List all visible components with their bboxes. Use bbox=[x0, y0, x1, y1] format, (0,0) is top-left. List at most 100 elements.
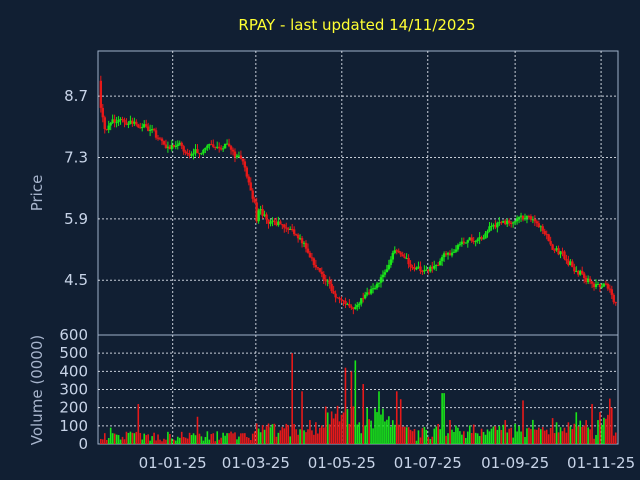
volume-bar bbox=[514, 423, 516, 444]
volume-bar bbox=[113, 433, 116, 444]
candle-body bbox=[436, 265, 440, 267]
candle-body bbox=[292, 229, 296, 235]
volume-bar bbox=[415, 440, 418, 444]
volume-bar bbox=[534, 429, 536, 444]
volume-bar bbox=[242, 433, 244, 444]
candle-body bbox=[109, 122, 112, 126]
candle-body bbox=[346, 303, 349, 305]
volume-bar bbox=[539, 429, 542, 444]
volume-bar bbox=[202, 440, 205, 444]
candle-body bbox=[184, 151, 187, 154]
price-tick-label: 4.5 bbox=[64, 271, 88, 289]
volume-bar bbox=[283, 428, 286, 444]
candle-body bbox=[150, 129, 154, 131]
volume-bar bbox=[399, 399, 402, 444]
candle-body bbox=[466, 240, 469, 243]
candle-body bbox=[387, 264, 391, 270]
volume-bar bbox=[330, 411, 333, 444]
volume-bar bbox=[226, 433, 228, 444]
volume-bar bbox=[218, 439, 220, 444]
volume-bar bbox=[425, 429, 428, 444]
candle-body bbox=[314, 265, 318, 268]
volume-bar bbox=[559, 427, 562, 444]
candle-body bbox=[229, 146, 233, 150]
candle-body bbox=[328, 280, 331, 285]
candle-body bbox=[579, 270, 582, 275]
candle-body bbox=[504, 220, 507, 225]
candle-body bbox=[156, 137, 160, 139]
candle-body bbox=[326, 280, 329, 282]
volume-bar bbox=[196, 416, 199, 444]
candle-body bbox=[543, 230, 546, 235]
volume-bar bbox=[192, 433, 195, 444]
volume-bar bbox=[210, 434, 213, 444]
candle-body bbox=[584, 277, 588, 283]
volume-bar bbox=[307, 429, 309, 444]
volume-bar bbox=[265, 425, 268, 444]
volume-bar bbox=[498, 425, 501, 444]
candle-body bbox=[273, 220, 276, 223]
volume-bar bbox=[567, 422, 570, 444]
volume-bar bbox=[603, 417, 605, 444]
candle-body bbox=[533, 219, 537, 222]
volume-bar bbox=[159, 439, 161, 444]
volume-bar bbox=[541, 427, 544, 444]
volume-bar bbox=[105, 439, 108, 444]
candle-body bbox=[581, 270, 584, 274]
candle-body bbox=[196, 149, 199, 154]
candle-body bbox=[377, 282, 381, 284]
candle-body bbox=[352, 307, 355, 310]
candle-body bbox=[460, 241, 464, 245]
volume-bar bbox=[397, 424, 400, 444]
candle-body bbox=[472, 241, 475, 243]
candle-body bbox=[227, 143, 231, 147]
volume-bar bbox=[297, 434, 299, 444]
volume-bar bbox=[530, 429, 532, 444]
volume-bar bbox=[605, 418, 607, 444]
volume-bar bbox=[147, 434, 149, 444]
volume-bar bbox=[561, 431, 564, 444]
volume-bar bbox=[401, 426, 404, 444]
volume-bar bbox=[350, 371, 353, 444]
volume-bars-series bbox=[100, 353, 617, 444]
candle-body bbox=[101, 107, 104, 118]
candle-body bbox=[360, 298, 363, 304]
volume-bar bbox=[157, 434, 159, 444]
candle-body bbox=[99, 80, 103, 108]
volume-bar bbox=[549, 427, 552, 444]
candle-body bbox=[464, 242, 468, 244]
candle-body bbox=[275, 222, 278, 226]
candle-body bbox=[294, 234, 298, 236]
volume-bar bbox=[317, 433, 319, 444]
volume-bar bbox=[478, 436, 481, 444]
volume-bar bbox=[135, 431, 138, 444]
volume-bar bbox=[524, 436, 526, 444]
volume-bar bbox=[538, 427, 540, 444]
candle-body bbox=[403, 256, 406, 259]
volume-bar bbox=[149, 440, 151, 444]
candle-body bbox=[290, 229, 294, 231]
volume-bar bbox=[208, 439, 211, 444]
volume-bar bbox=[334, 413, 337, 444]
candle-body bbox=[318, 268, 322, 272]
candle-body bbox=[450, 252, 454, 256]
volume-bar bbox=[445, 435, 447, 444]
candle-body bbox=[606, 284, 610, 289]
volume-tick-label: 100 bbox=[59, 417, 88, 435]
candle-body bbox=[446, 252, 450, 255]
volume-bar bbox=[246, 437, 248, 444]
volume-bar bbox=[405, 427, 408, 444]
candle-body bbox=[267, 219, 270, 224]
candle-body bbox=[129, 120, 132, 124]
candle-body bbox=[389, 259, 393, 265]
candle-body bbox=[468, 237, 471, 241]
candle-body bbox=[523, 218, 527, 220]
volume-bar bbox=[287, 425, 290, 444]
volume-bar bbox=[465, 437, 467, 444]
volume-bar bbox=[506, 432, 509, 444]
candle-body bbox=[409, 264, 412, 267]
candle-body bbox=[602, 283, 606, 287]
price-axis-label: Price bbox=[28, 175, 46, 212]
candle-body bbox=[474, 241, 477, 243]
volume-bar bbox=[502, 424, 505, 444]
